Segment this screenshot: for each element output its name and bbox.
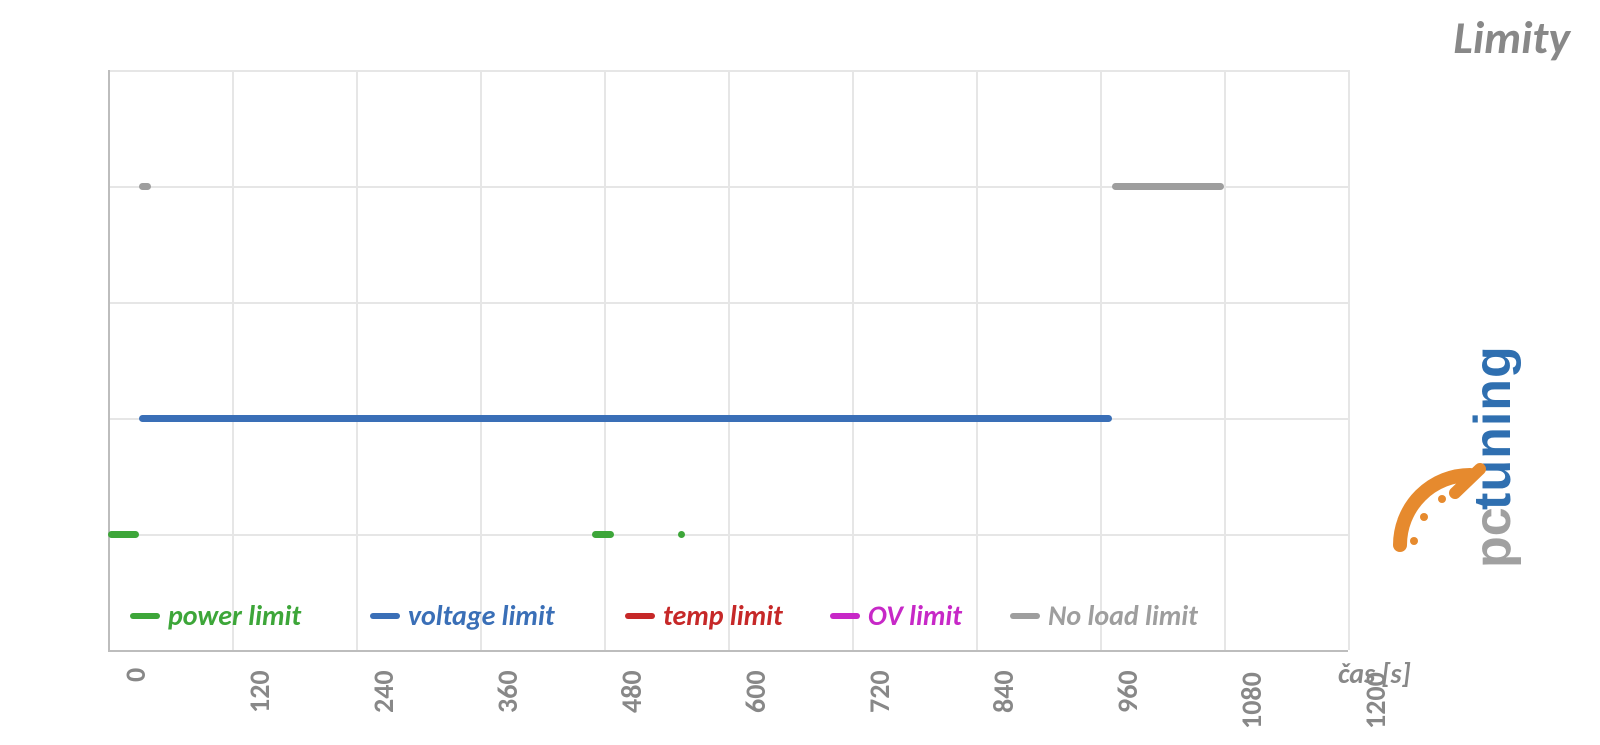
power-segment bbox=[592, 531, 615, 538]
x-tick-label: 960 bbox=[1110, 670, 1145, 713]
noload-legend-label: No load limit bbox=[1048, 598, 1198, 633]
voltage-segment bbox=[139, 415, 1112, 422]
gridline-vertical bbox=[1224, 70, 1226, 650]
voltage-legend-dash bbox=[370, 613, 400, 619]
y-axis-line bbox=[108, 70, 110, 650]
x-tick-label: 240 bbox=[366, 670, 401, 713]
power-segment bbox=[108, 531, 139, 538]
gridline-vertical bbox=[1348, 70, 1350, 650]
gridline-horizontal bbox=[108, 534, 1348, 536]
legend-item-voltage: voltage limit bbox=[370, 598, 555, 633]
x-tick-label: 0 bbox=[118, 667, 153, 681]
x-tick-label: 1200 bbox=[1358, 672, 1393, 729]
ov-legend-label: OV limit bbox=[868, 598, 962, 633]
gridline-horizontal bbox=[108, 302, 1348, 304]
noload-legend-dash bbox=[1010, 613, 1040, 619]
noload-segment bbox=[139, 183, 151, 190]
svg-text:pc: pc bbox=[1464, 507, 1522, 568]
temp-legend-label: temp limit bbox=[663, 598, 783, 633]
ov-legend-dash bbox=[830, 613, 860, 619]
pctuning-logo-svg: tuning pc bbox=[1360, 310, 1580, 595]
power-legend-label: power limit bbox=[168, 598, 301, 633]
voltage-legend-label: voltage limit bbox=[408, 598, 555, 633]
power-segment bbox=[678, 531, 685, 538]
plot-area bbox=[108, 70, 1348, 650]
gridline-vertical bbox=[1100, 70, 1102, 650]
gridline-horizontal bbox=[108, 70, 1348, 72]
gridline-vertical bbox=[232, 70, 234, 650]
gridline-vertical bbox=[976, 70, 978, 650]
pctuning-logo: tuning pc bbox=[1360, 310, 1580, 595]
power-legend-dash bbox=[130, 613, 160, 619]
gridline-vertical bbox=[480, 70, 482, 650]
gridline-vertical bbox=[356, 70, 358, 650]
x-tick-label: 480 bbox=[614, 670, 649, 713]
x-tick-label: 1080 bbox=[1234, 672, 1269, 729]
x-tick-label: 840 bbox=[986, 670, 1021, 713]
gridline-vertical bbox=[852, 70, 854, 650]
limits-chart: Limity čas [s] power limitvoltage limitt… bbox=[0, 0, 1600, 745]
svg-text:tuning: tuning bbox=[1464, 345, 1522, 510]
legend-item-ov: OV limit bbox=[830, 598, 962, 633]
chart-title: Limity bbox=[1453, 10, 1570, 66]
gridline-vertical bbox=[728, 70, 730, 650]
x-tick-label: 600 bbox=[738, 670, 773, 713]
x-tick-label: 720 bbox=[862, 670, 897, 713]
legend-item-power: power limit bbox=[130, 598, 301, 633]
noload-segment bbox=[1112, 183, 1224, 190]
legend-item-temp: temp limit bbox=[625, 598, 783, 633]
gridline-horizontal bbox=[108, 650, 1348, 652]
x-tick-label: 120 bbox=[242, 670, 277, 713]
gridline-vertical bbox=[604, 70, 606, 650]
temp-legend-dash bbox=[625, 613, 655, 619]
legend-item-noload: No load limit bbox=[1010, 598, 1198, 633]
x-tick-label: 360 bbox=[490, 670, 525, 713]
